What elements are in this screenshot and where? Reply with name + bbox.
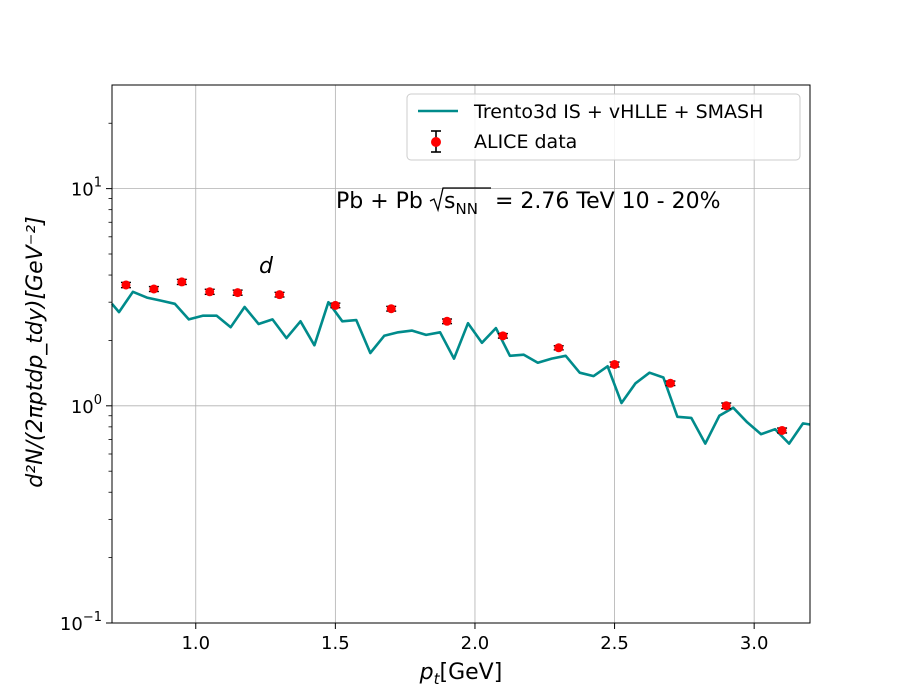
plot-frame <box>111 84 811 624</box>
data-points <box>120 277 788 435</box>
x-tick-label: 1.0 <box>181 633 210 654</box>
collision-label: Pb + Pb <box>336 189 423 214</box>
data-point <box>204 287 215 297</box>
legend-box <box>406 93 801 161</box>
data-point <box>553 343 564 353</box>
data-marker <box>610 359 620 369</box>
data-point <box>120 280 131 290</box>
data-point <box>777 425 788 435</box>
data-marker <box>498 331 508 341</box>
data-point <box>665 378 676 388</box>
data-point <box>386 304 397 314</box>
data-marker <box>233 288 243 298</box>
y-tick-label: 10−1 <box>60 610 102 635</box>
data-point <box>148 284 159 294</box>
data-point <box>442 316 453 326</box>
sqrt-sign-icon <box>429 187 491 213</box>
model-line <box>111 290 811 445</box>
series-layer <box>111 277 811 445</box>
sqrt-s: s <box>444 189 455 214</box>
sqrt-sub: NN <box>455 200 477 218</box>
x-axis-unit: [GeV] <box>440 660 503 685</box>
collision-annotation: Pb + Pb <box>336 189 423 214</box>
legend: Trento3d IS + vHLLE + SMASH ALICE data <box>406 93 801 161</box>
legend-data-label: ALICE data <box>474 131 577 153</box>
data-point <box>176 277 187 287</box>
data-marker <box>777 425 787 435</box>
y-tick-exponent: 1 <box>94 176 102 191</box>
data-point <box>609 359 620 369</box>
data-point <box>330 300 341 310</box>
grid <box>112 85 810 623</box>
data-point <box>721 401 732 411</box>
data-marker <box>554 343 564 353</box>
data-marker <box>665 378 675 388</box>
minor-ticks <box>108 122 112 559</box>
x-axis-var: p <box>419 660 434 685</box>
y-tick-label: 100 <box>71 393 102 418</box>
particle-annotation: d <box>259 254 274 279</box>
data-marker <box>149 284 159 294</box>
x-tick-label: 1.5 <box>321 633 350 654</box>
energy-annotation: = 2.76 TeV 10 - 20% <box>495 189 721 214</box>
x-tick-label: 2.0 <box>461 633 490 654</box>
data-marker <box>177 277 187 287</box>
data-marker <box>205 287 215 297</box>
data-point <box>497 331 508 341</box>
y-tick-exponent: −1 <box>83 610 102 625</box>
sqrt-argument: sNN <box>444 189 478 218</box>
y-tick-base: 10 <box>71 397 94 418</box>
data-marker <box>721 401 731 411</box>
data-point <box>232 288 243 298</box>
x-axis-title: pt[GeV] <box>419 660 503 688</box>
x-tick-label: 2.5 <box>600 633 629 654</box>
data-point <box>274 290 285 300</box>
x-tick-label: 3.0 <box>740 633 769 654</box>
y-axis-title: d²N/(2πptdp_tdy)[GeV⁻²] <box>23 216 48 487</box>
data-marker <box>386 304 396 314</box>
y-tick-base: 10 <box>60 614 83 635</box>
y-tick-label: 101 <box>71 176 102 201</box>
data-marker <box>121 280 131 290</box>
data-marker <box>330 300 340 310</box>
y-tick-base: 10 <box>71 180 94 201</box>
y-tick-exponent: 0 <box>94 393 102 408</box>
legend-data-marker <box>431 137 441 147</box>
legend-model-label: Trento3d IS + vHLLE + SMASH <box>473 101 763 123</box>
data-marker <box>442 316 452 326</box>
data-marker <box>275 290 285 300</box>
x-axis-sub: t <box>434 670 441 688</box>
